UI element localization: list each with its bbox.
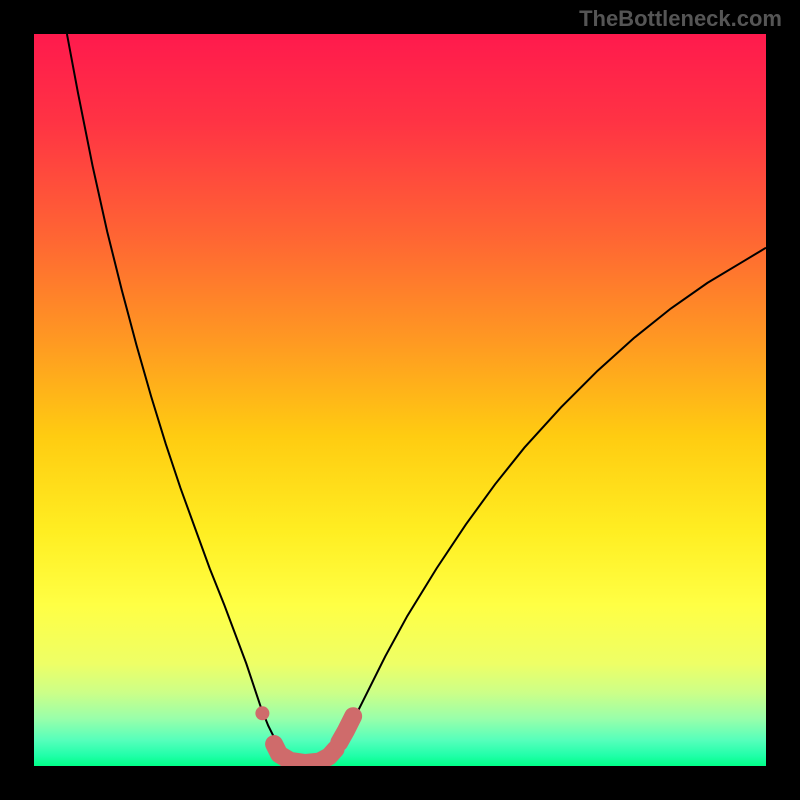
bottleneck-chart bbox=[0, 0, 800, 800]
watermark-text: TheBottleneck.com bbox=[579, 6, 782, 32]
chart-container: TheBottleneck.com bbox=[0, 0, 800, 800]
gradient-background bbox=[34, 34, 766, 766]
marker-stroke bbox=[339, 716, 353, 742]
marker-dot bbox=[255, 706, 269, 720]
